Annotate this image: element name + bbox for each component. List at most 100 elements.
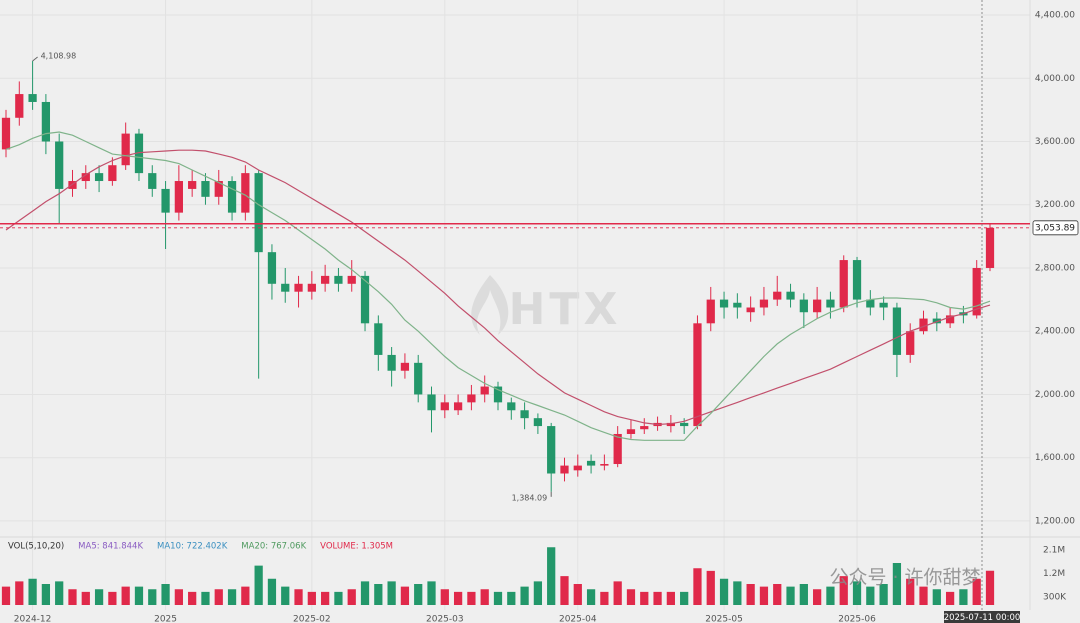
candle-body bbox=[786, 291, 795, 300]
candle-body bbox=[188, 181, 197, 189]
volume-bar bbox=[586, 589, 596, 605]
candle-body bbox=[281, 283, 290, 292]
candle-body bbox=[746, 307, 755, 313]
y-tick-label: 3,200.00 bbox=[1035, 200, 1075, 210]
volume-bar bbox=[706, 570, 715, 605]
candle-body bbox=[586, 460, 596, 466]
y-tick-label: 2,400.00 bbox=[1035, 327, 1075, 337]
volume-bar bbox=[281, 586, 290, 605]
volume-tick-label: 1.2M bbox=[1043, 569, 1065, 579]
x-tick-label: 2025-02 bbox=[293, 615, 331, 623]
candle-body bbox=[121, 133, 130, 166]
candle-body bbox=[41, 101, 51, 142]
candle-body bbox=[294, 283, 303, 292]
volume-bar bbox=[427, 581, 436, 605]
candle-body bbox=[706, 299, 715, 324]
last-price-box bbox=[1032, 220, 1079, 236]
volume-bar bbox=[547, 547, 556, 605]
candle-body bbox=[919, 318, 928, 332]
volume-bar bbox=[906, 578, 915, 605]
volume-bar bbox=[693, 568, 702, 605]
volume-bar bbox=[188, 591, 197, 605]
candle-body bbox=[879, 302, 888, 308]
candle-body bbox=[174, 181, 183, 213]
candle-body bbox=[467, 394, 476, 403]
candle-body bbox=[28, 94, 37, 102]
y-tick-label: 3,600.00 bbox=[1035, 137, 1075, 147]
candle-body bbox=[360, 275, 370, 324]
volume-legend: VOL(5,10,20) bbox=[8, 542, 64, 552]
candle-body bbox=[81, 173, 90, 182]
candle-body bbox=[108, 165, 117, 182]
candle-body bbox=[94, 173, 104, 182]
candle-body bbox=[427, 394, 436, 411]
candle-body bbox=[560, 465, 569, 474]
candle-body bbox=[985, 227, 995, 268]
volume-bar bbox=[201, 591, 210, 605]
candle-body bbox=[227, 181, 237, 213]
volume-bar bbox=[174, 589, 183, 605]
volume-bar bbox=[121, 586, 130, 605]
candle-body bbox=[533, 418, 543, 427]
volume-bar bbox=[839, 576, 848, 605]
x-tick-label: 2025-03 bbox=[426, 615, 464, 623]
volume-bar bbox=[374, 584, 383, 605]
volume-bar bbox=[387, 581, 396, 605]
candle-body bbox=[573, 465, 582, 471]
candle-body bbox=[387, 354, 396, 371]
volume-bar bbox=[440, 589, 449, 605]
volume-bar bbox=[321, 591, 330, 605]
candle-body bbox=[719, 299, 729, 308]
volume-bar bbox=[55, 581, 64, 605]
volume-bar bbox=[959, 589, 968, 605]
ma-line bbox=[5, 131, 991, 441]
candle-body bbox=[321, 275, 330, 284]
candle-body bbox=[440, 402, 449, 411]
volume-bar bbox=[733, 581, 742, 605]
volume-bar bbox=[719, 578, 729, 605]
x-tick-label: 2024-12 bbox=[14, 615, 52, 623]
candle-body bbox=[480, 386, 489, 395]
volume-bar bbox=[507, 591, 516, 605]
volume-bar bbox=[640, 591, 649, 605]
candle-body bbox=[414, 362, 423, 395]
volume-legend: MA20: 767.06K bbox=[241, 542, 306, 552]
candle-body bbox=[241, 173, 250, 213]
candle-body bbox=[15, 94, 24, 118]
footer-watermark: 公众号 · 许你甜梦 bbox=[829, 567, 980, 589]
volume-bar bbox=[161, 584, 170, 605]
candle-body bbox=[267, 252, 277, 284]
volume-bar bbox=[773, 584, 782, 605]
y-tick-label: 2,000.00 bbox=[1035, 390, 1075, 400]
volume-bar bbox=[15, 581, 24, 605]
candle-body bbox=[852, 260, 862, 300]
volume-bar bbox=[360, 581, 370, 605]
volume-bar bbox=[414, 584, 423, 605]
volume-bar bbox=[985, 570, 995, 605]
candle-body bbox=[453, 402, 463, 411]
volume-bar bbox=[759, 586, 769, 605]
volume-bar bbox=[480, 589, 489, 605]
y-tick-label: 1,200.00 bbox=[1035, 516, 1075, 526]
volume-bar bbox=[148, 589, 157, 605]
candle-body bbox=[799, 299, 808, 313]
volume-bar bbox=[241, 586, 250, 605]
x-tick-label: 2025-06 bbox=[838, 615, 876, 623]
watermark: HTX bbox=[509, 284, 622, 335]
y-tick-label: 2,800.00 bbox=[1035, 263, 1075, 273]
volume-bar bbox=[400, 586, 410, 605]
volume-bar bbox=[254, 565, 263, 605]
candle-body bbox=[400, 362, 410, 371]
volume-bar bbox=[892, 563, 902, 605]
volume-legend: MA5: 841.844K bbox=[78, 542, 143, 552]
volume-bar bbox=[852, 581, 862, 605]
x-tick-label: 2025 bbox=[154, 615, 177, 623]
volume-bar bbox=[813, 589, 822, 605]
candle-body bbox=[600, 464, 609, 466]
candle-body bbox=[148, 173, 157, 189]
volume-bar bbox=[453, 591, 463, 605]
candle-body bbox=[374, 323, 383, 355]
volume-bar bbox=[626, 589, 636, 605]
candle-body bbox=[1, 117, 11, 150]
volume-bar bbox=[68, 589, 77, 605]
